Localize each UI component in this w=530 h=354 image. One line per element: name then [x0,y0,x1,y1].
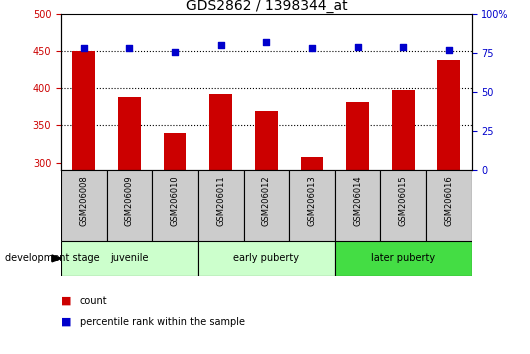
Text: early puberty: early puberty [233,253,299,263]
Bar [381,170,426,241]
Bar [437,60,460,354]
Point [125,46,134,51]
Bar [255,110,278,354]
Bar [392,90,414,354]
Text: later puberty: later puberty [371,253,435,263]
Text: GSM206010: GSM206010 [171,176,180,226]
Text: GSM206015: GSM206015 [399,176,408,226]
Text: GSM206011: GSM206011 [216,176,225,226]
Bar [118,97,141,354]
Text: GSM206012: GSM206012 [262,176,271,226]
Text: ■: ■ [61,296,75,306]
Point [354,44,362,50]
Bar [243,170,289,241]
Bar [164,133,187,354]
Text: GSM206008: GSM206008 [80,176,89,226]
Bar [335,170,381,241]
Bar [301,156,323,354]
Bar [152,170,198,241]
Point [445,47,453,53]
Bar [61,241,198,276]
Bar [209,93,232,354]
Bar [346,102,369,354]
Polygon shape [52,255,61,262]
Text: GSM206014: GSM206014 [353,176,362,226]
Point [308,46,316,51]
Point [399,44,408,50]
Text: GSM206016: GSM206016 [444,176,453,226]
Bar [426,170,472,241]
Text: percentile rank within the sample: percentile rank within the sample [80,317,244,327]
Text: GSM206013: GSM206013 [307,176,316,226]
Point [262,39,270,45]
Bar [107,170,152,241]
Bar [198,170,243,241]
Text: juvenile: juvenile [110,253,148,263]
Point [80,46,88,51]
Bar [73,51,95,354]
Bar [335,241,472,276]
Point [171,49,179,55]
Text: development stage: development stage [5,253,100,263]
Text: count: count [80,296,107,306]
Bar [61,170,107,241]
Text: GSM206009: GSM206009 [125,176,134,226]
Text: ■: ■ [61,317,75,327]
Bar [198,241,335,276]
Bar [289,170,335,241]
Point [216,42,225,48]
Title: GDS2862 / 1398344_at: GDS2862 / 1398344_at [186,0,347,13]
